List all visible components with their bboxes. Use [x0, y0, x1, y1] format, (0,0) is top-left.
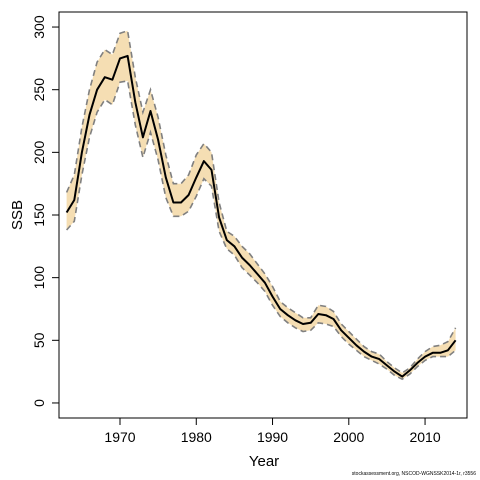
y-tick-label: 200: [31, 140, 47, 164]
y-tick-label: 250: [31, 78, 47, 102]
y-tick-label: 300: [31, 15, 47, 39]
x-tick-label: 1970: [104, 429, 135, 445]
confidence-bounds-layer: [65, 29, 457, 381]
x-tick-label: 1990: [257, 429, 288, 445]
confidence-band-layer: [66, 30, 456, 380]
x-tick-label: 2000: [333, 429, 364, 445]
y-axis: 0 50 100 150 200 250 300: [31, 15, 60, 407]
x-axis-title: Year: [249, 453, 279, 470]
y-tick-label: 50: [31, 332, 47, 348]
x-axis: 1970 1980 1990 2000 2010: [104, 417, 441, 445]
y-tick-label: 150: [31, 203, 47, 227]
y-axis-title: SSB: [9, 200, 26, 230]
y-tick-label: 0: [31, 399, 47, 407]
lower-bound-line: [66, 79, 457, 381]
estimate-line-layer: [65, 54, 457, 378]
x-tick-label: 1980: [181, 429, 212, 445]
upper-bound-line: [65, 29, 457, 374]
ssb-estimate-line: [65, 54, 457, 378]
x-tick-label: 2010: [409, 429, 440, 445]
confidence-band: [66, 30, 456, 380]
source-footnote: stockassessment.org, NSCOD-WGNSSK2014-1r…: [351, 471, 476, 477]
y-tick-label: 100: [31, 266, 47, 290]
